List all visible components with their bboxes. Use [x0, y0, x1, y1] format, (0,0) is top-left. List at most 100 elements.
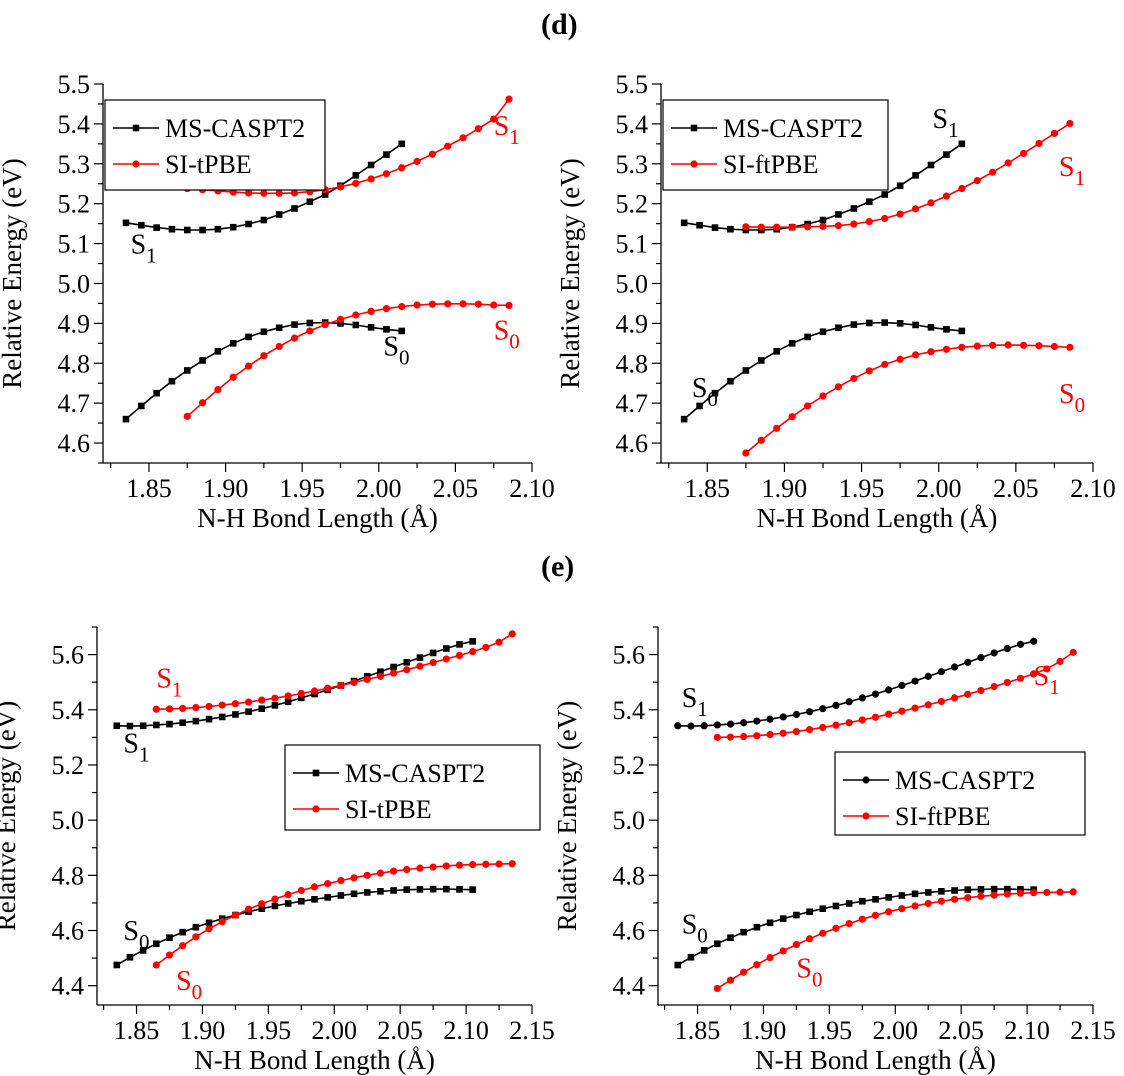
y-tick-label: 4.7 [616, 389, 649, 418]
data-point [711, 224, 719, 231]
data-point [753, 717, 761, 725]
data-point [1050, 129, 1059, 138]
y-tick-label: 5.0 [616, 269, 649, 298]
data-point [429, 658, 437, 667]
data-point [383, 151, 390, 158]
legend: MS-CASPT2 SI-tPBE [104, 99, 326, 191]
data-point [377, 668, 384, 675]
data-point [352, 321, 360, 329]
data-point [231, 700, 240, 708]
data-point [950, 694, 959, 702]
data-point [674, 961, 682, 969]
data-point [726, 733, 735, 741]
data-point [505, 95, 513, 103]
data-point [443, 885, 450, 893]
data-point [696, 402, 703, 410]
data-point [260, 328, 268, 336]
data-point [505, 301, 513, 310]
data-point [1019, 149, 1028, 158]
data-point [218, 701, 226, 709]
data-point [389, 867, 398, 875]
legend-swatch-marker [132, 124, 140, 132]
data-point [165, 951, 174, 959]
data-point [766, 731, 774, 739]
data-point [199, 226, 206, 234]
data-point [964, 894, 972, 902]
data-point [275, 189, 283, 197]
legend-swatch-marker [862, 776, 870, 784]
data-point [865, 319, 873, 327]
data-point [806, 908, 813, 916]
data-point [896, 210, 904, 218]
data-point [819, 905, 827, 913]
data-point [455, 861, 464, 869]
legend-entry: MS-CASPT2 [723, 114, 863, 143]
data-point [363, 889, 371, 896]
data-point [398, 140, 406, 148]
data-point [950, 663, 959, 671]
data-point [858, 716, 866, 724]
x-tick-label: 2.10 [1070, 474, 1116, 503]
state-label: S1 [1059, 152, 1085, 190]
series-line [745, 344, 1070, 454]
data-point [950, 895, 959, 903]
data-point [819, 222, 827, 231]
data-point [403, 865, 411, 874]
data-point [403, 886, 411, 893]
x-tick-label: 1.90 [741, 1016, 787, 1045]
data-point [896, 320, 904, 327]
state-label: S0 [1059, 379, 1085, 417]
data-point [696, 221, 703, 229]
data-point [413, 301, 421, 309]
state-label: S1 [494, 111, 520, 149]
data-point [367, 324, 375, 331]
data-point [1016, 889, 1025, 897]
data-point [1016, 640, 1025, 648]
data-point [793, 911, 800, 919]
data-point [1016, 674, 1025, 682]
data-point [205, 715, 213, 723]
x-tick-label: 1.85 [126, 474, 172, 503]
data-point [964, 886, 972, 893]
data-point [336, 183, 345, 191]
data-point [376, 672, 385, 680]
x-tick-label: 1.85 [675, 1016, 721, 1045]
data-point [444, 300, 452, 308]
y-axis-label: Relative Energy (eV) [552, 701, 582, 931]
data-point [290, 334, 299, 342]
data-point [779, 713, 787, 721]
data-point [306, 319, 314, 327]
series-ms-caspt2-s0 [674, 885, 1037, 969]
data-point [179, 942, 187, 950]
legend-box [284, 744, 541, 831]
data-point [805, 726, 814, 734]
data-point [779, 729, 787, 737]
x-tick-label: 1.90 [180, 1016, 226, 1045]
data-point [804, 333, 811, 341]
x-tick-label: 2.15 [1070, 1016, 1116, 1045]
data-point [398, 327, 406, 335]
series-ms-caspt2-s0 [113, 885, 476, 969]
data-point [291, 205, 298, 212]
data-point [881, 214, 889, 223]
data-point [284, 891, 292, 899]
data-point [937, 897, 946, 905]
data-point [911, 890, 919, 898]
series-line [677, 640, 1034, 727]
data-point [310, 883, 319, 891]
data-point [792, 940, 801, 949]
legend-box [662, 99, 889, 191]
data-point [753, 732, 761, 740]
data-point [244, 189, 253, 197]
data-point [885, 908, 893, 916]
data-point [413, 157, 421, 165]
y-tick-label: 5.6 [52, 641, 85, 670]
data-point [260, 352, 268, 360]
data-point [977, 654, 985, 662]
data-point [773, 347, 781, 355]
y-tick-label: 4.6 [613, 917, 646, 946]
data-point [835, 211, 842, 218]
y-axis-label: Relative Energy (eV) [0, 701, 21, 931]
data-point [165, 705, 174, 713]
state-label: S1 [1034, 661, 1060, 699]
